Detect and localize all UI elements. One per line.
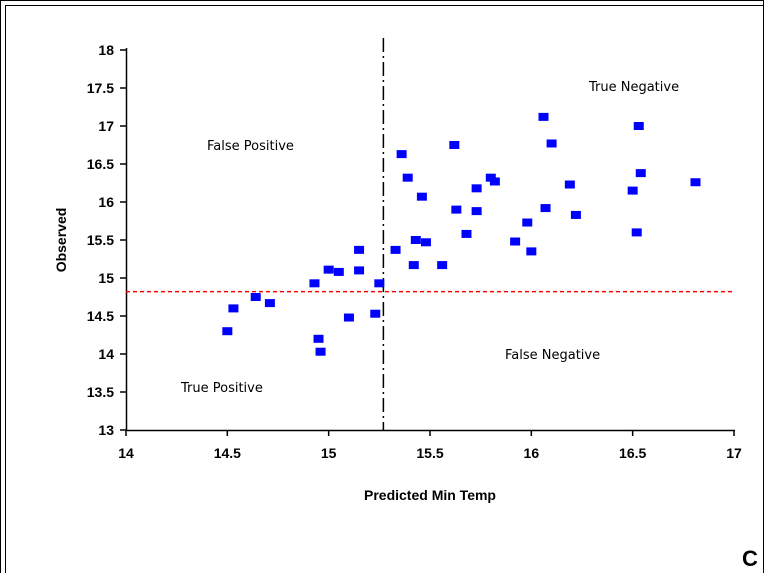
data-point <box>309 279 320 288</box>
data-point <box>627 186 638 195</box>
data-point <box>449 141 460 149</box>
y-axis-title: Observed <box>53 208 69 273</box>
data-point <box>374 279 385 288</box>
data-point <box>564 180 575 189</box>
y-tick-label: 14.5 <box>87 308 114 324</box>
data-point <box>570 210 581 219</box>
x-tick-label: 14.5 <box>214 445 241 461</box>
data-point <box>264 299 275 308</box>
data-point <box>540 204 551 213</box>
data-point <box>489 177 500 186</box>
data-point <box>461 229 472 238</box>
data-point <box>250 293 261 301</box>
data-point <box>396 150 407 159</box>
data-point <box>410 236 421 244</box>
data-point <box>408 261 419 270</box>
data-point <box>510 237 521 246</box>
data-point <box>343 313 354 322</box>
data-point <box>222 327 233 336</box>
data-point <box>633 122 644 130</box>
data-point <box>690 178 701 187</box>
y-tick-label: 13 <box>98 422 114 438</box>
data-point <box>538 112 549 121</box>
data-point <box>354 245 365 254</box>
y-tick-label: 18 <box>98 42 114 58</box>
data-point <box>635 169 646 178</box>
y-tick-label: 13.5 <box>87 384 114 400</box>
data-point <box>313 334 324 343</box>
data-point <box>333 267 344 276</box>
y-tick-label: 16.5 <box>87 156 114 172</box>
x-tick-label: 16 <box>524 445 540 461</box>
y-tick-label: 14 <box>98 346 114 362</box>
data-point <box>522 218 533 227</box>
data-point <box>471 207 482 216</box>
data-point <box>471 184 482 193</box>
panel-corner-label: C <box>742 546 758 571</box>
data-point <box>402 173 413 182</box>
data-point <box>526 247 537 256</box>
data-point <box>631 228 642 237</box>
data-point <box>416 192 427 201</box>
quadrant-label-true-negative: True Negative <box>588 80 679 95</box>
data-point <box>546 139 557 148</box>
data-point <box>370 309 381 318</box>
x-tick-label: 16.5 <box>619 445 646 461</box>
x-tick-label: 14 <box>118 445 134 461</box>
data-point <box>315 347 326 356</box>
x-axis-title: Predicted Min Temp <box>364 487 496 503</box>
y-tick-label: 17.5 <box>87 80 114 96</box>
data-points <box>222 112 701 356</box>
data-point <box>451 205 462 214</box>
y-tick-label: 15 <box>98 270 114 286</box>
x-tick-label: 15.5 <box>416 445 443 461</box>
x-tick-label: 17 <box>726 445 742 461</box>
x-axis-ticks: 14 14.5 15 15.5 16 16.5 17 <box>118 430 742 461</box>
quadrant-label-false-negative: False Negative <box>505 348 600 363</box>
data-point <box>437 261 448 270</box>
data-point <box>354 266 365 275</box>
y-axis-ticks: 13 13.5 14 14.5 15 15.5 16 16.5 17 17.5 18 <box>87 42 126 438</box>
y-tick-label: 16 <box>98 194 114 210</box>
quadrant-label-true-positive: True Positive <box>180 381 263 396</box>
y-tick-label: 17 <box>98 118 114 134</box>
quadrant-label-false-positive: False Positive <box>207 139 294 154</box>
data-point <box>228 304 239 313</box>
y-tick-label: 15.5 <box>87 232 114 248</box>
data-point <box>390 245 401 254</box>
data-point <box>323 265 334 274</box>
x-tick-label: 15 <box>321 445 337 461</box>
data-point <box>420 238 431 247</box>
